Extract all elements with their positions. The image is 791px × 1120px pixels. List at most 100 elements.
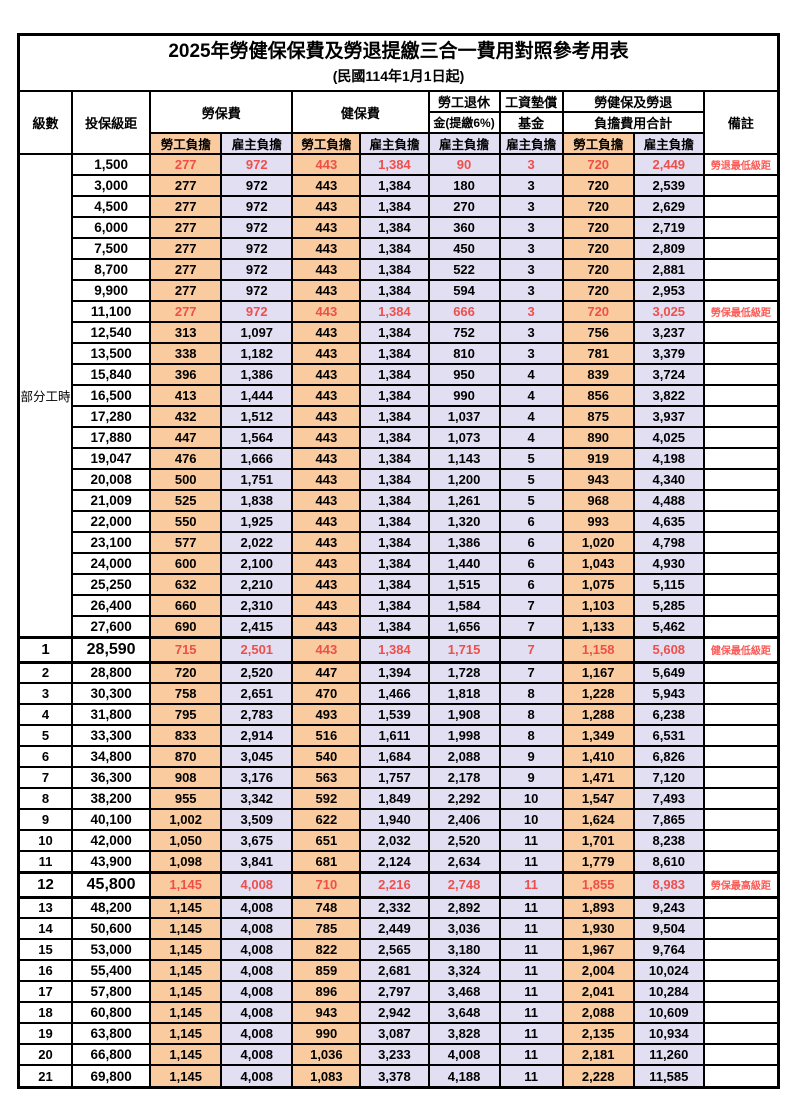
fee-cell: 1,440 bbox=[427, 552, 501, 575]
fee-cell: 522 bbox=[427, 258, 501, 281]
fee-cell: 2,719 bbox=[632, 216, 705, 239]
fee-cell: 11 bbox=[498, 850, 564, 873]
fee-cell: 1,394 bbox=[359, 661, 430, 684]
fee-cell: 908 bbox=[149, 766, 223, 789]
fee-cell: 5,649 bbox=[632, 661, 705, 684]
level-cell: 11 bbox=[18, 850, 74, 873]
fee-cell: 4,008 bbox=[220, 1043, 294, 1066]
level-cell: 16 bbox=[18, 959, 74, 982]
fee-cell: 90 bbox=[427, 153, 501, 176]
fee-cell: 4,488 bbox=[632, 489, 705, 512]
table-row: 26,400 660 2,310 443 1,384 1,584 7 1,103 5,285 bbox=[20, 594, 779, 617]
fee-cell: 758 bbox=[149, 682, 223, 705]
fee-cell: 1,145 bbox=[149, 1001, 223, 1024]
fee-cell: 443 bbox=[291, 321, 362, 344]
bracket-cell: 26,400 bbox=[71, 594, 152, 617]
fee-cell: 781 bbox=[561, 342, 635, 365]
fee-cell: 4,798 bbox=[632, 531, 705, 554]
fee-cell: 3 bbox=[498, 195, 564, 218]
table-body: 部分工時 1,500 277 972 443 1,384 90 3 720 2,449 勞退最低級距… bbox=[18, 153, 779, 1087]
note-cell bbox=[702, 174, 779, 197]
note-cell bbox=[702, 1022, 779, 1045]
fee-cell: 1,384 bbox=[359, 573, 430, 596]
part-time-section-label: 部分工時 bbox=[18, 153, 74, 638]
header-wage-fund-employer-share: 雇主負擔 bbox=[498, 132, 564, 155]
fee-cell: 622 bbox=[291, 808, 362, 831]
fee-cell: 710 bbox=[291, 870, 362, 899]
fee-cell: 839 bbox=[561, 363, 635, 386]
fee-cell: 2,953 bbox=[632, 279, 705, 302]
fee-cell: 856 bbox=[561, 384, 635, 407]
fee-cell: 1,940 bbox=[359, 808, 430, 831]
header-labor-insurance: 勞保費 bbox=[149, 91, 294, 134]
header-row-1: 級數 投保級距 勞保費 健保費 勞工退休 工資墊償 勞健保及勞退 備註 bbox=[18, 91, 779, 155]
fee-cell: 8,610 bbox=[632, 850, 705, 873]
fee-cell: 666 bbox=[427, 300, 501, 323]
fee-cell: 1,838 bbox=[220, 489, 294, 512]
fee-cell: 277 bbox=[149, 258, 223, 281]
fee-cell: 1,145 bbox=[149, 870, 223, 899]
level-cell: 6 bbox=[18, 745, 74, 768]
fee-cell: 9,764 bbox=[632, 938, 705, 961]
note-cell bbox=[702, 384, 779, 407]
fee-cell: 2,809 bbox=[632, 237, 705, 260]
fee-cell: 3,180 bbox=[427, 938, 501, 961]
fee-cell: 1,384 bbox=[359, 153, 430, 176]
header-total-line2: 負擔費用合計 bbox=[561, 111, 705, 134]
fee-cell: 4 bbox=[498, 384, 564, 407]
note-cell bbox=[702, 1001, 779, 1024]
fee-cell: 1,145 bbox=[149, 917, 223, 940]
note-cell bbox=[702, 980, 779, 1003]
table-row: 3,000 277 972 443 1,384 180 3 720 2,539 bbox=[20, 174, 779, 197]
fee-cell: 1,384 bbox=[359, 594, 430, 617]
fee-cell: 720 bbox=[561, 258, 635, 281]
fee-cell: 9 bbox=[498, 766, 564, 789]
header-wage-fund-line2: 基金 bbox=[498, 111, 564, 134]
header-health-employee-share: 勞工負擔 bbox=[291, 132, 362, 155]
fee-cell: 1,145 bbox=[149, 980, 223, 1003]
bracket-cell: 17,280 bbox=[71, 405, 152, 428]
fee-cell: 1,818 bbox=[427, 682, 501, 705]
page-title: 2025年勞健保保費及勞退提繳三合一費用對照參考用表 bbox=[168, 41, 629, 62]
bracket-cell: 63,800 bbox=[71, 1022, 152, 1045]
fee-cell: 1,037 bbox=[427, 405, 501, 428]
header-pension-line2: 金(提繳6%) bbox=[427, 111, 501, 134]
fee-cell: 1,145 bbox=[149, 1064, 223, 1087]
fee-cell: 2,124 bbox=[359, 850, 430, 873]
fee-cell: 2,520 bbox=[427, 829, 501, 852]
fee-cell: 3 bbox=[498, 153, 564, 176]
bracket-cell: 28,590 bbox=[71, 635, 152, 664]
fee-cell: 990 bbox=[427, 384, 501, 407]
fee-cell: 2,310 bbox=[220, 594, 294, 617]
fee-cell: 720 bbox=[561, 216, 635, 239]
fee-cell: 10 bbox=[498, 808, 564, 831]
fee-cell: 7 bbox=[498, 615, 564, 638]
fee-cell: 1,384 bbox=[359, 552, 430, 575]
fee-cell: 443 bbox=[291, 531, 362, 554]
fee-cell: 972 bbox=[220, 300, 294, 323]
fee-cell: 443 bbox=[291, 489, 362, 512]
fee-cell: 795 bbox=[149, 703, 223, 726]
table-row: 12,540 313 1,097 443 1,384 752 3 756 3,237 bbox=[20, 321, 779, 344]
note-cell bbox=[702, 195, 779, 218]
fee-cell: 360 bbox=[427, 216, 501, 239]
fee-cell: 516 bbox=[291, 724, 362, 747]
level-cell: 12 bbox=[18, 870, 74, 899]
fee-cell: 180 bbox=[427, 174, 501, 197]
table-row: 8,700 277 972 443 1,384 522 3 720 2,881 bbox=[20, 258, 779, 281]
fee-cell: 1,103 bbox=[561, 594, 635, 617]
fee-cell: 1,349 bbox=[561, 724, 635, 747]
fee-cell: 8 bbox=[498, 703, 564, 726]
fee-cell: 2,216 bbox=[359, 870, 430, 899]
fee-cell: 4,008 bbox=[220, 959, 294, 982]
fee-cell: 3,324 bbox=[427, 959, 501, 982]
table-row: 1 28,590 715 2,501 443 1,384 1,715 7 1,158 5,608 健… bbox=[18, 635, 779, 664]
table-row: 4 31,800 795 2,783 493 1,539 1,908 8 1,288 6,238 bbox=[18, 703, 779, 726]
fee-cell: 4 bbox=[498, 426, 564, 449]
header-bracket: 投保級距 bbox=[71, 91, 152, 155]
bracket-cell: 38,200 bbox=[71, 787, 152, 810]
fee-cell: 8,238 bbox=[632, 829, 705, 852]
fee-cell: 1,384 bbox=[359, 300, 430, 323]
fee-cell: 972 bbox=[220, 153, 294, 176]
fee-cell: 11 bbox=[498, 829, 564, 852]
